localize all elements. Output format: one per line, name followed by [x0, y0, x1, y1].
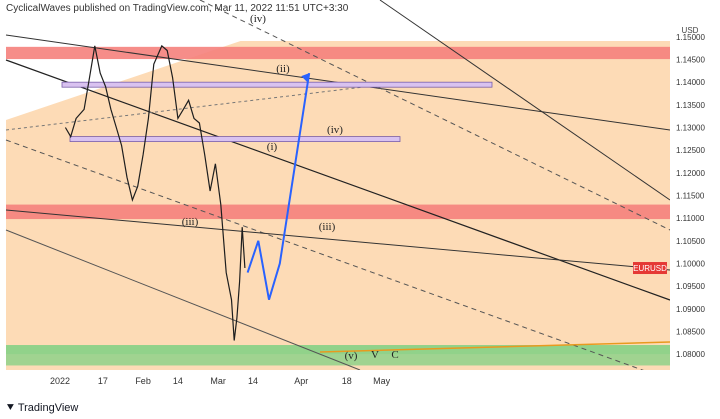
x-tick-label: Mar: [210, 376, 226, 386]
x-tick-label: 2022: [50, 376, 70, 386]
time-axis: [0, 370, 720, 398]
x-tick-label: May: [373, 376, 391, 386]
wave-label: (i): [267, 141, 278, 153]
price-label-box: [633, 262, 667, 275]
trendline-dotted: [5, 84, 381, 131]
tradingview-logo-icon: ⯆: [6, 401, 15, 414]
channel-outer-line: [379, 0, 671, 201]
y-tick-label: 1.08500: [676, 327, 705, 336]
y-tick-label: 1.11000: [676, 214, 705, 223]
price-label: EURUSD: [633, 264, 667, 273]
zone-resistance-middle: [6, 204, 670, 220]
y-tick-label: 1.13500: [676, 101, 705, 110]
x-tick-label: Apr: [294, 376, 308, 386]
wave-label: (iii): [182, 216, 199, 228]
wave-label: C: [391, 349, 398, 361]
y-tick-label: 1.14000: [676, 78, 705, 87]
y-tick-label: 1.12000: [676, 169, 705, 178]
x-tick-label: 18: [342, 376, 352, 386]
y-tick-label: 1.09000: [676, 305, 705, 314]
y-tick-label: 1.12500: [676, 146, 705, 155]
y-tick-label: 1.10000: [676, 259, 705, 268]
channel-lower-line: [5, 229, 361, 371]
support-zone-fill: [6, 345, 670, 366]
price-line: [64, 44, 246, 341]
channel-dashed-2: [199, 0, 671, 231]
x-tick-label: 14: [173, 376, 183, 386]
wave-label: (v): [345, 350, 358, 362]
wave-label: (iii): [319, 221, 336, 233]
price-axis: [670, 0, 720, 370]
y-tick-label: 1.13000: [676, 124, 705, 133]
wave-label: (iv): [250, 13, 266, 25]
currency-label: USD: [682, 26, 699, 35]
footer-brand: TradingView: [17, 402, 79, 414]
orange-support-line: [319, 341, 671, 353]
projection-arrowhead: [301, 73, 310, 83]
x-tick-label: 14: [248, 376, 258, 386]
box-upper: [61, 81, 493, 88]
channel-dashed-1: [5, 139, 671, 381]
tradingview-footer: ⯆ TradingView: [6, 401, 78, 415]
x-tick-label: 17: [98, 376, 108, 386]
projection-path: [246, 72, 311, 300]
wave-label: V: [371, 349, 379, 361]
x-tick-label: Feb: [135, 376, 151, 386]
trendline-flat: [5, 209, 671, 271]
y-tick-label: 1.09500: [676, 282, 705, 291]
y-tick-label: 1.11500: [676, 192, 705, 201]
box-lower: [69, 136, 401, 142]
zone-resistance-upper: [6, 46, 670, 60]
wave-label: (iv): [327, 124, 343, 136]
wave-label: (ii): [276, 63, 290, 75]
y-tick-label: 1.08000: [676, 350, 705, 359]
y-tick-label: 1.10500: [676, 237, 705, 246]
y-tick-label: 1.14500: [676, 56, 705, 65]
y-tick-label: 1.15000: [676, 33, 705, 42]
publisher-caption: CyclicalWaves published on TradingView.c…: [6, 3, 349, 14]
